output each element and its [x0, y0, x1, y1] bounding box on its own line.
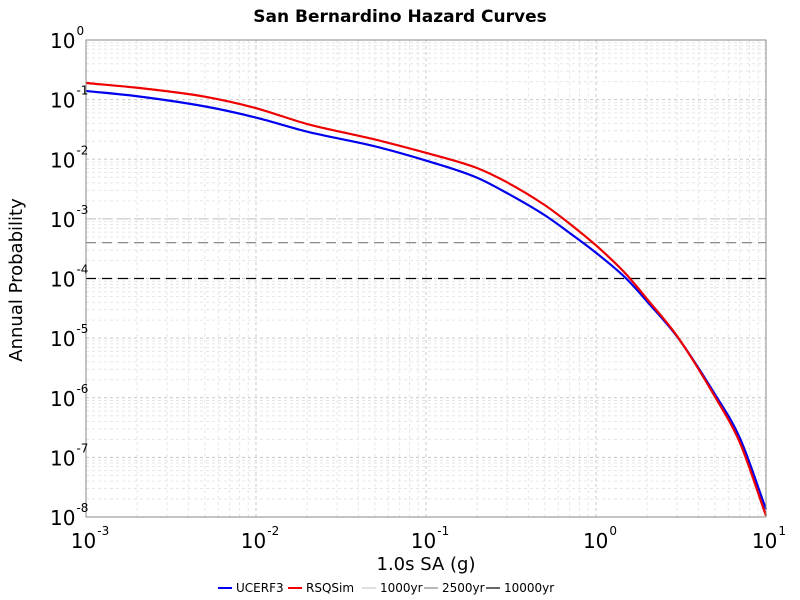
- legend-item-1000yr: 1000yr: [362, 581, 423, 595]
- plot-frame: [85, 39, 767, 518]
- y-tick-label: 10-1: [50, 84, 88, 113]
- data-series: [85, 81, 768, 517]
- legend-label: 1000yr: [380, 581, 423, 595]
- grid-lines: [86, 40, 766, 517]
- x-tick-label: 10-1: [411, 524, 449, 553]
- legend-item-ucerf3: UCERF3: [218, 581, 284, 595]
- y-tick-label: 10-7: [50, 441, 88, 470]
- x-tick-label: 10-3: [71, 524, 109, 553]
- x-tick-label: 101: [752, 524, 786, 553]
- y-tick-label: 10-2: [50, 143, 88, 172]
- legend-label: 10000yr: [504, 581, 554, 595]
- legend: UCERF3 RSQSim 1000yr 2500yr 10000yr: [218, 581, 554, 595]
- x-tick-label: 10-2: [241, 524, 279, 553]
- reference-lines: [86, 218, 766, 280]
- y-axis-label: Annual Probability: [6, 198, 27, 362]
- chart-title: San Bernardino Hazard Curves: [253, 7, 547, 27]
- y-tick-label: 10-8: [50, 501, 88, 530]
- y-tick-label: 10-5: [50, 322, 88, 351]
- legend-item-2500yr: 2500yr: [424, 581, 485, 595]
- x-axis-ticks: 10-3 10-2 10-1 100 101: [71, 524, 786, 553]
- legend-item-10000yr: 10000yr: [486, 581, 554, 595]
- y-tick-label: 10-3: [50, 203, 88, 232]
- legend-label: 2500yr: [442, 581, 485, 595]
- y-tick-label: 10-6: [50, 382, 88, 411]
- legend-item-rsqsim: RSQSim: [288, 581, 354, 595]
- legend-label: RSQSim: [306, 581, 354, 595]
- y-axis-ticks: 100 10-1 10-2 10-3 10-4 10-5 10-6 10-7 10-8: [50, 24, 88, 530]
- series-line-rsqsim: [85, 81, 768, 517]
- legend-label: UCERF3: [236, 581, 284, 595]
- x-axis-label: 1.0s SA (g): [377, 554, 476, 575]
- y-tick-label: 100: [50, 24, 84, 53]
- x-tick-label: 100: [583, 524, 617, 553]
- y-tick-label: 10-4: [50, 263, 88, 292]
